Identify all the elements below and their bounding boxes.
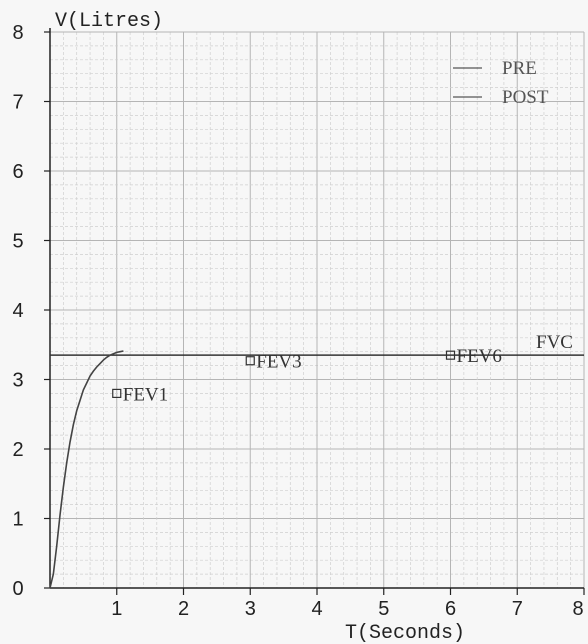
y-tick-label: 6 (12, 161, 23, 183)
marker-fev1-label: FEV1 (123, 384, 168, 405)
marker-fev6-box (445, 350, 456, 360)
y-tick-label: 2 (12, 439, 23, 461)
volume-time-curve (49, 350, 124, 589)
fvc-reference: FVC (50, 332, 584, 356)
fvc-label: FVC (536, 332, 573, 353)
x-tick-label: 7 (512, 598, 523, 620)
y-tick-label: 0 (12, 578, 23, 600)
y-tick-label: 3 (12, 370, 23, 392)
x-tick-label: 1 (111, 598, 122, 620)
y-tick-label: 1 (12, 509, 23, 531)
marker-fev1-box (112, 388, 122, 398)
marker-group: FEV1 FEV3 FEV6 (112, 346, 502, 405)
grid (49, 31, 585, 589)
y-tick-label: 4 (12, 300, 23, 322)
marker-fev6-label: FEV6 (457, 346, 502, 367)
x-tick-label: 4 (311, 598, 322, 620)
x-tick-label: 8 (572, 598, 583, 620)
legend-label-post: POST (502, 87, 549, 108)
legend: PRE POST (453, 58, 549, 108)
marker-fev3-box (245, 356, 255, 366)
x-tick-label: 5 (378, 598, 389, 620)
tick-labels: 0 1 2 3 4 5 6 7 8 1 2 3 4 5 6 7 8 (12, 22, 585, 620)
legend-label-pre: PRE (502, 58, 537, 79)
x-tick-label: 6 (445, 598, 456, 620)
x-axis-label: T(Seconds) (345, 622, 465, 644)
y-tick-label: 8 (12, 22, 23, 44)
y-axis-label: V(Litres) (55, 10, 163, 33)
y-tick-label: 5 (12, 231, 23, 253)
series-group (49, 350, 124, 589)
marker-fev3-label: FEV3 (256, 352, 301, 373)
y-tick-label: 7 (12, 92, 23, 114)
x-tick-label: 3 (245, 598, 256, 620)
x-tick-label: 2 (178, 598, 189, 620)
